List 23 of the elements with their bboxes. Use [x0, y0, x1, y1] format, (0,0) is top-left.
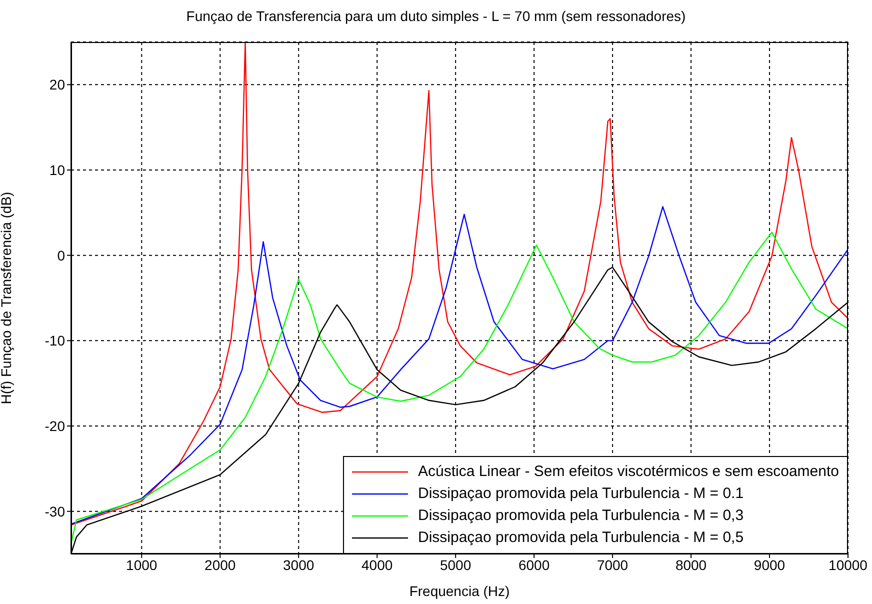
x-tick-label: 10000 — [828, 556, 868, 573]
y-tick-label: 20 — [49, 76, 66, 93]
y-tick-label: -10 — [44, 332, 66, 349]
y-tick-label: -30 — [44, 503, 66, 520]
x-tick-label: 8000 — [675, 556, 707, 573]
x-tick-label: 5000 — [440, 556, 472, 573]
x-tick-label: 6000 — [518, 556, 550, 573]
y-tick-label: -20 — [44, 418, 66, 434]
x-tick-label: 3000 — [283, 556, 314, 573]
x-tick-label: 2000 — [204, 556, 236, 573]
x-tick-label: 1000 — [126, 556, 158, 573]
legend-label: Acústica Linear - Sem efeitos viscotérmicos e sem escoamento — [418, 462, 839, 482]
y-tick-label: 0 — [57, 247, 66, 264]
chart-title: Funçao de Transferencia para um duto simples - L = 70 mm (sem ressonadores) — [185, 8, 687, 24]
x-tick-label: 4000 — [362, 556, 393, 573]
legend-label: Dissipaçao promovida pela Turbulencia - M = 0.1 — [418, 484, 744, 504]
y-axis-title: H(f) Funçao de Transferencia (dB) — [0, 192, 14, 404]
legend-label: Dissipaçao promovida pela Turbulencia - M = 0,3 — [418, 506, 744, 526]
legend-label: Dissipaçao promovida pela Turbulencia - M = 0,5 — [418, 528, 744, 548]
x-tick-label: 7000 — [596, 556, 628, 573]
y-tick-label: 10 — [49, 162, 66, 178]
x-tick-label: 9000 — [754, 556, 786, 573]
x-axis-title: Frequencia (Hz) — [409, 583, 510, 599]
